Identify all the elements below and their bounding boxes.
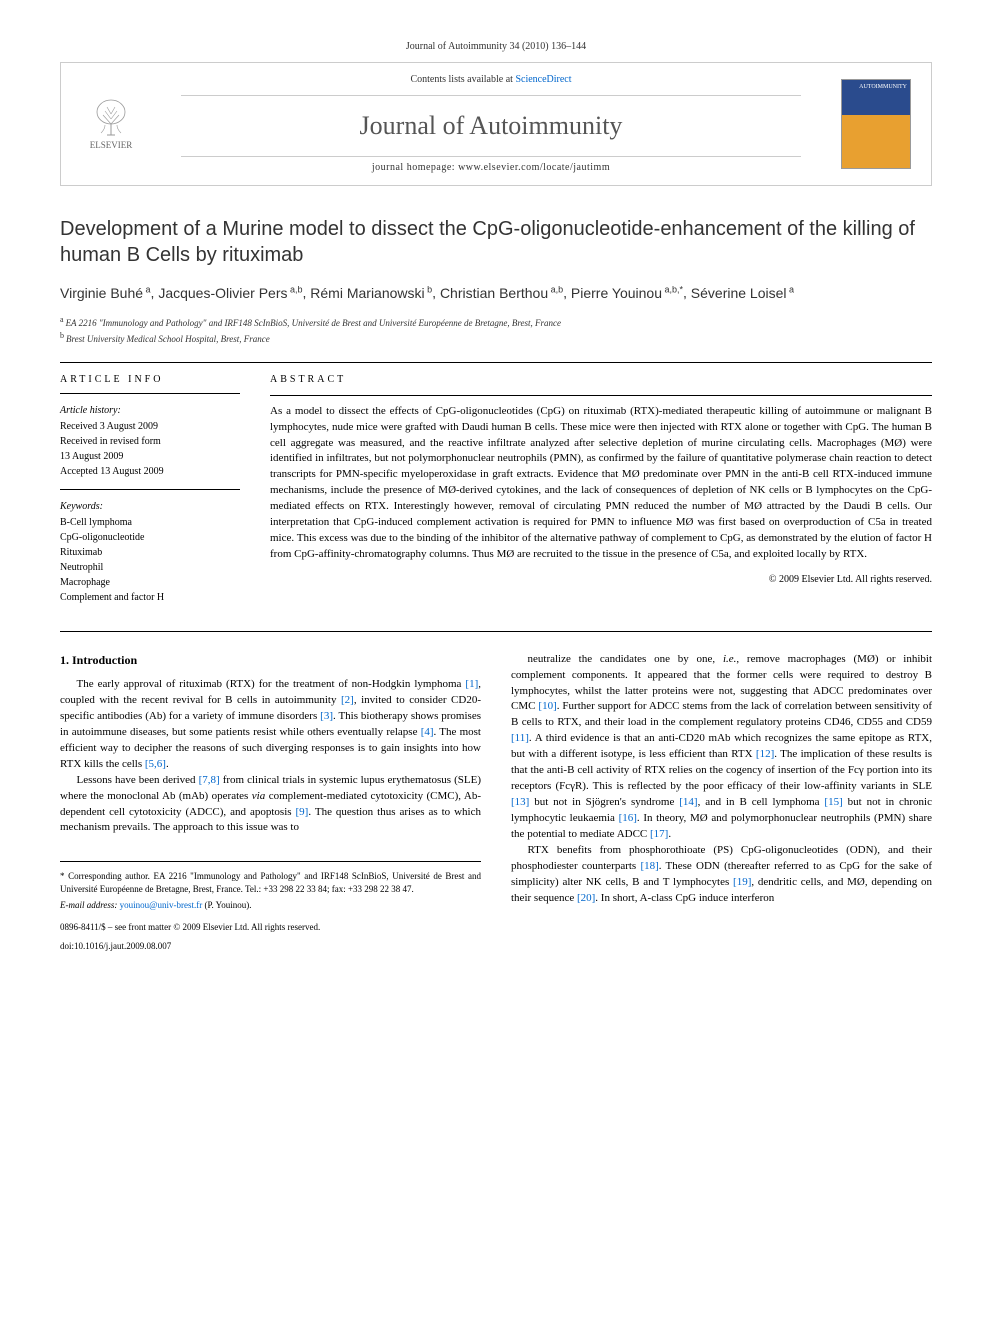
issn-line: 0896-8411/$ – see front matter © 2009 El… (60, 921, 481, 934)
keyword-line: Neutrophil (60, 561, 240, 575)
elsevier-logo: ELSEVIER (81, 94, 141, 154)
citation-ref[interactable]: [15] (824, 796, 842, 808)
keyword-line: Complement and factor H (60, 591, 240, 605)
author: Virginie Buhé a (60, 285, 151, 301)
author: Rémi Marianowski b (310, 285, 432, 301)
journal-cover-thumbnail: AUTOIMMUNITY (841, 79, 911, 169)
email-suffix: (P. Youinou). (202, 900, 251, 910)
divider (60, 489, 240, 490)
citation-ref[interactable]: [2] (341, 694, 354, 706)
citation-ref[interactable]: [1] (465, 678, 478, 690)
affiliation-line: b Brest University Medical School Hospit… (60, 330, 932, 347)
author-affil-sup: a (143, 284, 151, 294)
keyword-line: CpG-oligonucleotide (60, 531, 240, 545)
affiliation-sup: b (60, 331, 66, 340)
author-affil-sup: a,b (287, 284, 302, 294)
citation-ref[interactable]: [18] (640, 860, 658, 872)
info-abstract-row: ARTICLE INFO Article history: Received 3… (60, 373, 932, 606)
section-heading: 1. Introduction (60, 652, 481, 669)
citation-ref[interactable]: [17] (650, 828, 668, 840)
author-affil-sup: a,b (548, 284, 563, 294)
citation-ref[interactable]: [11] (511, 732, 529, 744)
citation-ref[interactable]: [3] (320, 710, 333, 722)
italic: i.e. (723, 653, 736, 665)
history-line: Received in revised form (60, 435, 240, 449)
divider (60, 393, 240, 394)
citation-ref[interactable]: [20] (577, 892, 595, 904)
abstract-text: As a model to dissect the effects of CpG… (270, 404, 932, 563)
elsevier-label: ELSEVIER (90, 139, 133, 152)
doi-line: doi:10.1016/j.jaut.2009.08.007 (60, 940, 481, 953)
body-paragraph: neutralize the candidates one by one, i.… (511, 652, 932, 843)
citation-ref[interactable]: [10] (538, 700, 556, 712)
email-line: E-mail address: youinou@univ-brest.fr (P… (60, 899, 481, 912)
author: Pierre Youinou a,b,* (571, 285, 683, 301)
abstract-column: ABSTRACT As a model to dissect the effec… (270, 373, 932, 606)
corresponding-author-note: * Corresponding author. EA 2216 "Immunol… (60, 870, 481, 895)
citation-ref[interactable]: [14] (679, 796, 697, 808)
italic: via (252, 790, 265, 802)
journal-name: Journal of Autoimmunity (181, 108, 801, 144)
history-label: Article history: (60, 404, 240, 418)
keyword-line: Rituximab (60, 546, 240, 560)
keyword-line: Macrophage (60, 576, 240, 590)
body-paragraph: The early approval of rituximab (RTX) fo… (60, 677, 481, 773)
keyword-line: B-Cell lymphoma (60, 516, 240, 530)
journal-masthead: ELSEVIER Contents lists available at Sci… (60, 62, 932, 186)
sciencedirect-link[interactable]: ScienceDirect (515, 74, 571, 85)
contents-available-line: Contents lists available at ScienceDirec… (141, 73, 841, 87)
citation-ref[interactable]: [9] (296, 806, 309, 818)
author-affil-sup: a,b,* (662, 284, 683, 294)
body-paragraph: Lessons have been derived [7,8] from cli… (60, 773, 481, 837)
contents-prefix: Contents lists available at (410, 74, 515, 85)
article-title: Development of a Murine model to dissect… (60, 216, 932, 268)
citation-ref[interactable]: [12] (756, 748, 774, 760)
citation-ref[interactable]: [13] (511, 796, 529, 808)
journal-cover-title: AUTOIMMUNITY (842, 80, 910, 94)
left-column: 1. Introduction The early approval of ri… (60, 652, 481, 953)
citation-ref[interactable]: [19] (733, 876, 751, 888)
author: Christian Berthou a,b (440, 285, 563, 301)
abstract-heading: ABSTRACT (270, 373, 932, 387)
journal-homepage-line: journal homepage: www.elsevier.com/locat… (141, 161, 841, 175)
right-column: neutralize the candidates one by one, i.… (511, 652, 932, 953)
keywords-label: Keywords: (60, 500, 240, 514)
body-columns: 1. Introduction The early approval of ri… (60, 652, 932, 953)
history-line: Accepted 13 August 2009 (60, 465, 240, 479)
divider (60, 631, 932, 632)
article-info-column: ARTICLE INFO Article history: Received 3… (60, 373, 240, 606)
affiliation-line: a EA 2216 "Immunology and Pathology" and… (60, 314, 932, 331)
citation-ref[interactable]: [7,8] (199, 774, 220, 786)
authors-list: Virginie Buhé a, Jacques-Olivier Pers a,… (60, 283, 932, 303)
citation-ref[interactable]: [16] (619, 812, 637, 824)
body-paragraph: RTX benefits from phosphorothioate (PS) … (511, 843, 932, 907)
affiliations: a EA 2216 "Immunology and Pathology" and… (60, 314, 932, 347)
author-affil-sup: a (787, 284, 795, 294)
article-info-heading: ARTICLE INFO (60, 373, 240, 387)
abstract-copyright: © 2009 Elsevier Ltd. All rights reserved… (270, 573, 932, 587)
email-link[interactable]: youinou@univ-brest.fr (120, 900, 203, 910)
elsevier-tree-icon (91, 97, 131, 137)
author-affil-sup: b (425, 284, 433, 294)
divider (60, 362, 932, 363)
journal-center-block: Contents lists available at ScienceDirec… (141, 73, 841, 175)
running-header: Journal of Autoimmunity 34 (2010) 136–14… (60, 40, 932, 54)
divider (270, 395, 932, 396)
footnote-block: * Corresponding author. EA 2216 "Immunol… (60, 861, 481, 952)
affiliation-sup: a (60, 315, 66, 324)
email-label: E-mail address: (60, 900, 120, 910)
citation-ref[interactable]: [4] (421, 726, 434, 738)
citation-ref[interactable]: [5,6] (145, 758, 166, 770)
author: Jacques-Olivier Pers a,b (158, 285, 302, 301)
history-line: 13 August 2009 (60, 450, 240, 464)
author: Séverine Loisel a (691, 285, 794, 301)
history-line: Received 3 August 2009 (60, 420, 240, 434)
